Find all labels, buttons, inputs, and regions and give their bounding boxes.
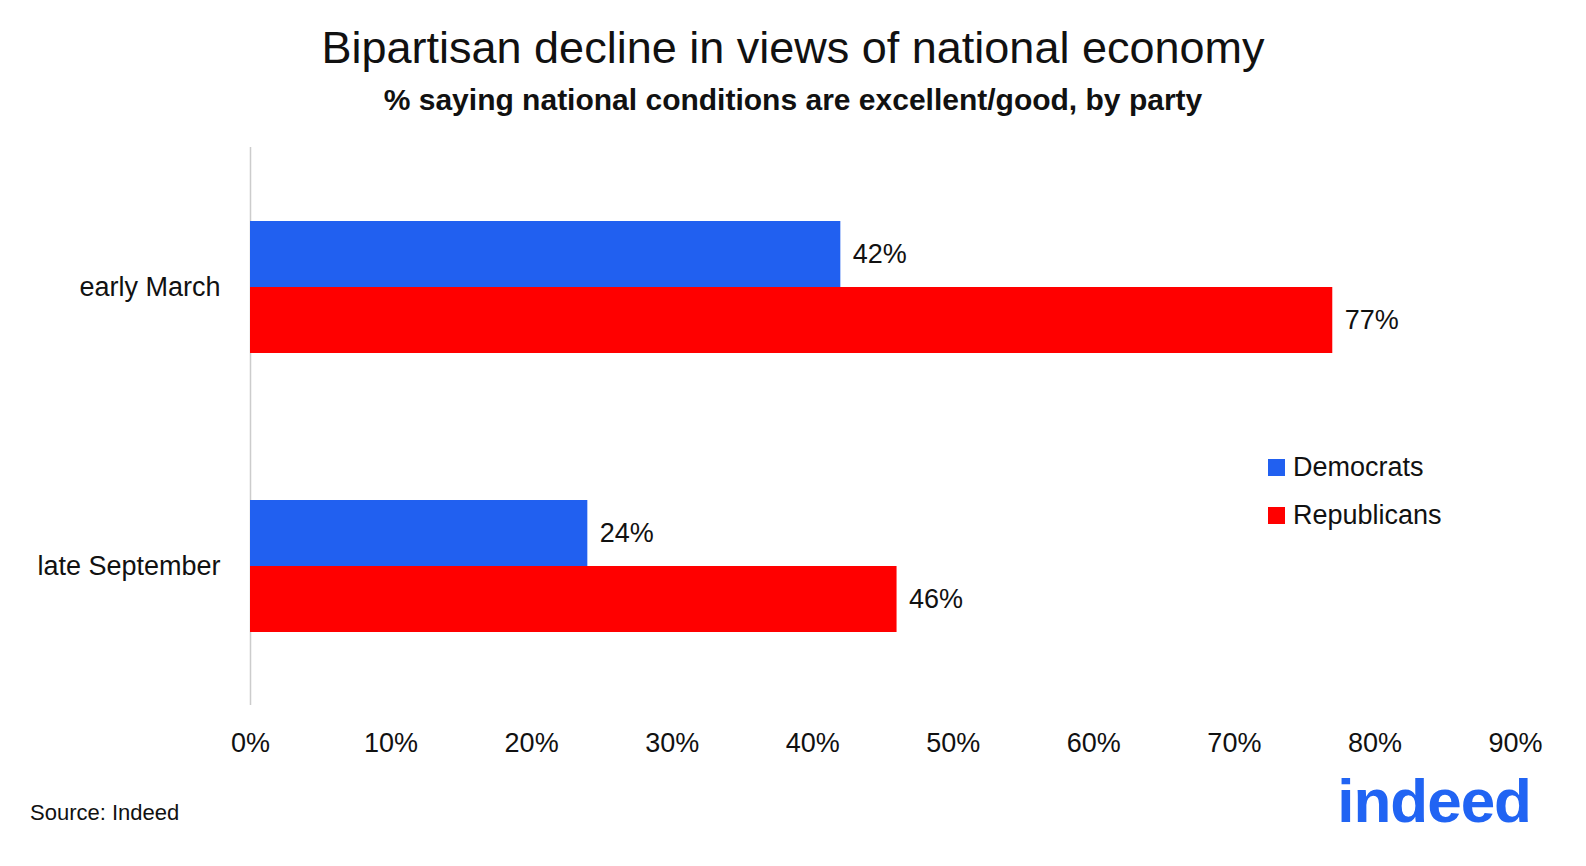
- svg-text:late September: late September: [37, 551, 220, 581]
- svg-text:77%: 77%: [1345, 305, 1399, 335]
- svg-text:10%: 10%: [364, 728, 418, 758]
- html-text:Democrats: Democrats: [1293, 452, 1424, 482]
- html-text:indeed: indeed: [1337, 766, 1531, 835]
- svg-text:early March: early March: [79, 272, 220, 302]
- svg-text:46%: 46%: [909, 584, 963, 614]
- html-text:% saying national conditions a: % saying national conditions are excelle…: [383, 83, 1203, 116]
- html-text:Republicans: Republicans: [1293, 500, 1442, 530]
- html-text:Source: Indeed: Source: Indeed: [30, 800, 180, 825]
- svg-text:90%: 90%: [1488, 728, 1542, 758]
- svg-text:30%: 30%: [645, 728, 699, 758]
- svg-text:70%: 70%: [1207, 728, 1261, 758]
- svg-text:0%: 0%: [231, 728, 270, 758]
- svg-text:60%: 60%: [1067, 728, 1121, 758]
- svg-text:24%: 24%: [600, 518, 654, 548]
- svg-text:50%: 50%: [926, 728, 980, 758]
- html-text:Bipartisan decline in views of: Bipartisan decline in views of national …: [321, 22, 1265, 73]
- svg-text:20%: 20%: [505, 728, 559, 758]
- svg-text:42%: 42%: [853, 239, 907, 269]
- svg-text:40%: 40%: [786, 728, 840, 758]
- svg-text:80%: 80%: [1348, 728, 1402, 758]
